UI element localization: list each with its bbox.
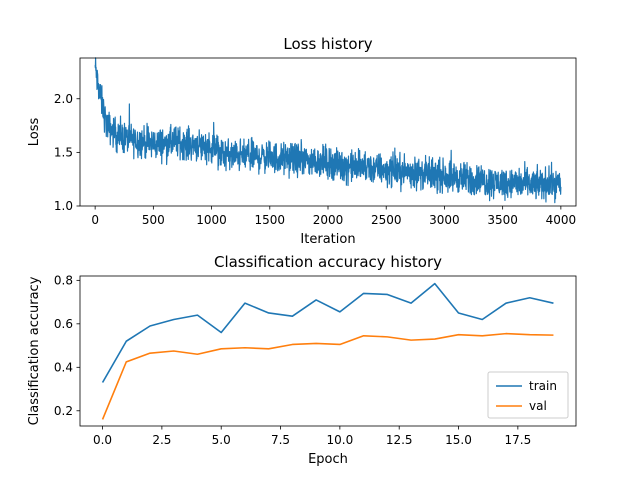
x-tick-label: 3500	[487, 213, 518, 227]
loss-x-axis-label: Iteration	[300, 232, 355, 247]
y-tick-label: 0.2	[54, 404, 73, 418]
y-tick-label: 2.0	[54, 92, 73, 106]
accuracy-chart-title: Classification accuracy history	[214, 253, 442, 271]
x-tick-label: 0.0	[93, 433, 112, 447]
accuracy-axes-frame	[79, 275, 577, 427]
accuracy-y-ticks: 0.2 0.4 0.6 0.8	[54, 273, 80, 418]
accuracy-y-axis-label: Classification accuracy	[27, 276, 42, 425]
x-tick-label: 2500	[371, 213, 402, 227]
y-tick-label: 0.8	[54, 273, 73, 287]
accuracy-legend: train val	[487, 371, 569, 419]
x-tick-label: 500	[142, 213, 165, 227]
accuracy-series-group	[101, 282, 554, 420]
loss-history-axes: 0 500 1000 1500 2000 2500 3000 3500 4000 1.0 1.5 2…	[27, 35, 577, 247]
loss-line	[94, 57, 562, 204]
x-tick-label: 7.5	[271, 433, 290, 447]
x-tick-label: 17.5	[504, 433, 531, 447]
y-tick-label: 0.6	[54, 317, 73, 331]
x-tick-label: 4000	[546, 213, 577, 227]
loss-x-ticks: 0 500 1000 1500 2000 2500 3000 3500 4000	[91, 206, 576, 227]
x-tick-label: 1000	[196, 213, 227, 227]
legend-label-val: val	[529, 399, 547, 413]
x-tick-label: 2000	[313, 213, 344, 227]
x-tick-label: 5.0	[212, 433, 231, 447]
loss-y-ticks: 1.0 1.5 2.0	[54, 92, 80, 213]
loss-series-group	[94, 57, 562, 204]
y-tick-label: 0.4	[54, 360, 73, 374]
x-tick-label: 1500	[255, 213, 286, 227]
loss-axes-frame	[79, 57, 577, 207]
x-tick-label: 2.5	[152, 433, 171, 447]
x-tick-label: 10.0	[327, 433, 354, 447]
legend-label-train: train	[529, 379, 557, 393]
x-tick-label: 15.0	[445, 433, 472, 447]
y-tick-label: 1.5	[54, 145, 73, 159]
accuracy-x-ticks: 0.0 2.5 5.0 7.5 10.0 12.5 15.0 17.5	[93, 426, 531, 447]
y-tick-label: 1.0	[54, 199, 73, 213]
x-tick-label: 3000	[429, 213, 460, 227]
val-accuracy-line	[101, 332, 554, 420]
accuracy-history-axes: 0.0 2.5 5.0 7.5 10.0 12.5 15.0 17.5 0.20.40.60.…	[27, 253, 577, 467]
x-tick-label: 0	[91, 213, 99, 227]
x-tick-label: 12.5	[386, 433, 413, 447]
loss-chart-title: Loss history	[283, 35, 372, 53]
loss-y-axis-label: Loss	[27, 118, 42, 147]
train-accuracy-line	[101, 282, 554, 383]
accuracy-x-axis-label: Epoch	[308, 452, 348, 467]
